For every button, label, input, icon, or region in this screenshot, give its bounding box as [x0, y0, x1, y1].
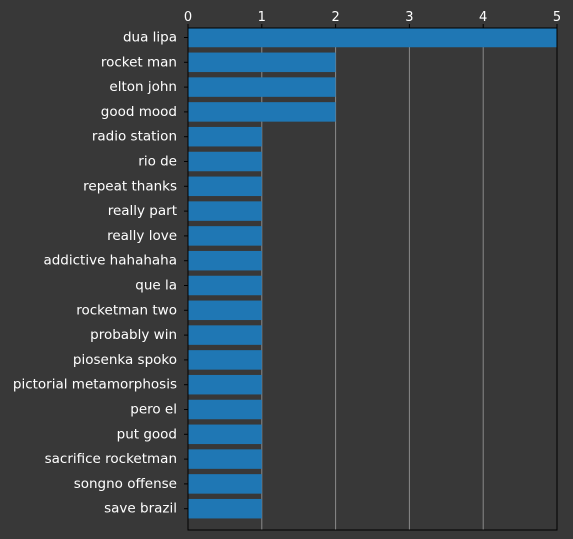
- category-label: piosenka spoko: [73, 352, 177, 368]
- bar: [188, 77, 336, 97]
- category-label: pero el: [130, 402, 177, 418]
- category-label: good mood: [101, 104, 177, 120]
- bar: [188, 449, 262, 469]
- bar: [188, 474, 262, 494]
- bar: [188, 300, 262, 321]
- bar: [188, 27, 557, 48]
- category-label: radio station: [92, 129, 177, 145]
- category-label: pictorial metamorphosis: [13, 377, 177, 393]
- x-tick-label: 4: [479, 10, 487, 25]
- category-label: put good: [117, 426, 177, 442]
- bar: [188, 52, 336, 73]
- category-label: sacrifice rocketman: [45, 451, 177, 467]
- bar: [188, 151, 262, 172]
- x-tick-label: 5: [553, 10, 561, 25]
- category-label: songno offense: [74, 476, 177, 492]
- category-label: repeat thanks: [83, 178, 177, 194]
- bar: [188, 126, 262, 147]
- x-axis-ticks: 0 1 2 3 4 5: [184, 10, 561, 28]
- bar: [188, 250, 262, 271]
- bar: [188, 424, 262, 445]
- category-label: que la: [135, 278, 177, 294]
- category-label: addictive hahahaha: [43, 253, 177, 269]
- bars: [188, 27, 557, 519]
- category-labels: dua lipa rocket man elton john good mood rad…: [13, 30, 188, 517]
- x-tick-label: 3: [405, 10, 413, 25]
- bar: [188, 201, 262, 221]
- bar: [188, 325, 262, 345]
- x-tick-label: 2: [331, 10, 339, 25]
- category-label: probably win: [90, 327, 177, 343]
- bar: [188, 226, 262, 246]
- bar: [188, 374, 262, 395]
- bar: [188, 275, 262, 296]
- bar: [188, 498, 262, 519]
- bar: [188, 102, 336, 122]
- category-label: dua lipa: [123, 30, 177, 46]
- category-label: rocket man: [101, 54, 177, 70]
- category-label: rocketman two: [76, 302, 177, 318]
- x-tick-label: 0: [184, 10, 192, 25]
- category-label: really love: [107, 228, 177, 244]
- bar: [188, 176, 262, 197]
- category-label: really part: [108, 203, 177, 219]
- plot-area-frame: [187, 27, 558, 531]
- x-tick-label: 1: [258, 10, 266, 25]
- category-label: elton john: [109, 79, 177, 95]
- bar: [188, 350, 262, 370]
- category-label: rio de: [138, 154, 177, 170]
- category-label: save brazil: [104, 501, 177, 517]
- bar: [188, 399, 262, 420]
